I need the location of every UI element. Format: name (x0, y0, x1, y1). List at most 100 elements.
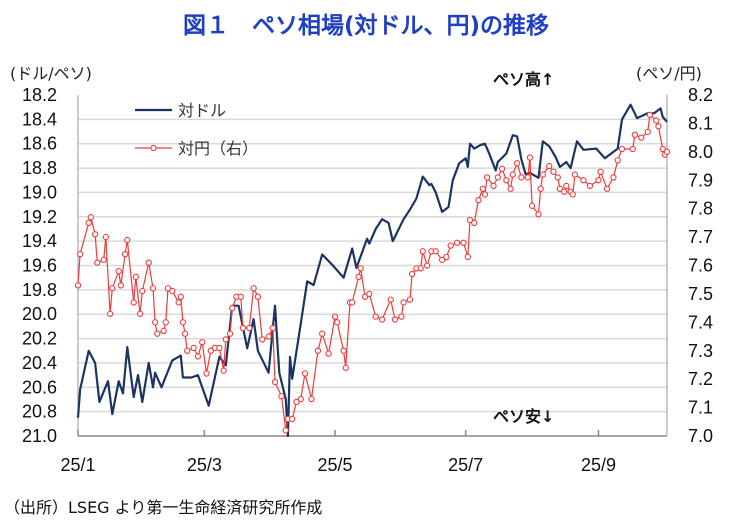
data-point (603, 185, 611, 192)
data-point (509, 171, 516, 178)
right-axis-unit: (ペソ/円) (636, 64, 702, 83)
data-point (631, 131, 639, 138)
data-point (342, 364, 349, 371)
data-point (226, 330, 234, 337)
data-point (151, 319, 159, 326)
data-point (106, 310, 114, 317)
left-tick-label: 20.8 (22, 402, 57, 422)
data-point (109, 285, 116, 292)
data-point (340, 347, 347, 354)
left-tick-label: 20.2 (22, 329, 57, 349)
data-point (466, 216, 474, 224)
data-point (181, 330, 189, 337)
right-tick-label: 8.2 (688, 85, 713, 105)
data-point (438, 256, 446, 263)
left-tick-label: 18.2 (22, 85, 57, 105)
right-tick-label: 7.6 (688, 256, 713, 276)
data-point (546, 162, 553, 170)
data-point (535, 211, 542, 218)
data-point (653, 117, 660, 124)
data-point (366, 290, 373, 298)
right-tick-label: 7.0 (688, 426, 713, 446)
left-tick-label: 20.0 (22, 304, 57, 324)
left-tick-label: 18.6 (22, 134, 57, 154)
data-point (289, 415, 296, 423)
data-point (526, 154, 534, 161)
data-point (297, 395, 304, 403)
data-point (190, 344, 197, 352)
data-point (160, 327, 167, 335)
data-point (539, 171, 546, 178)
left-tick-label: 20.6 (22, 377, 57, 397)
data-point (561, 188, 568, 195)
data-point (301, 370, 309, 377)
data-point (179, 319, 187, 326)
data-point (271, 378, 279, 386)
left-tick-label: 19.0 (22, 182, 57, 202)
data-point (569, 191, 576, 198)
data-point (494, 174, 501, 181)
data-point (524, 174, 531, 181)
data-point (361, 293, 369, 300)
data-point (132, 273, 139, 281)
data-point (278, 393, 285, 400)
data-point (432, 248, 439, 255)
data-point (610, 174, 617, 181)
right-tick-label: 8.1 (688, 113, 713, 133)
data-point (331, 313, 339, 320)
data-point (102, 233, 109, 241)
data-point (378, 316, 386, 323)
data-point (503, 177, 510, 184)
data-point (91, 231, 99, 238)
data-point (250, 285, 257, 292)
data-point (475, 196, 482, 204)
data-point (177, 293, 184, 300)
data-point (417, 265, 424, 272)
data-point (222, 336, 229, 343)
data-point (164, 285, 172, 292)
data-point (528, 202, 536, 209)
data-point (453, 239, 461, 246)
data-point (513, 160, 521, 167)
right-tick-label: 7.2 (688, 369, 713, 389)
data-point (655, 123, 662, 130)
data-point (308, 395, 315, 403)
data-point (563, 182, 570, 190)
data-point (207, 347, 214, 354)
right-tick-label: 7.9 (688, 170, 713, 190)
series-usd (76, 103, 668, 438)
data-point (76, 250, 84, 258)
data-point (618, 145, 626, 153)
x-tick-label: 25/7 (448, 455, 483, 475)
data-point (162, 319, 169, 326)
data-point (507, 185, 514, 192)
data-point (646, 111, 654, 119)
data-point (580, 177, 587, 184)
data-point (154, 330, 161, 337)
data-point (554, 174, 561, 181)
data-point (265, 333, 272, 340)
left-tick-label: 19.4 (22, 231, 57, 251)
data-point (659, 145, 666, 153)
data-point (139, 287, 146, 295)
source-note: （出所）LSEG より第一生命経済研究所作成 (4, 498, 323, 517)
series-line (76, 103, 668, 438)
data-point (597, 168, 604, 175)
data-point (203, 370, 210, 377)
data-point (145, 259, 152, 266)
data-point (100, 256, 107, 263)
right-tick-label: 7.7 (688, 227, 713, 247)
data-point (586, 182, 594, 190)
data-point (483, 174, 491, 181)
data-point (644, 128, 651, 136)
left-axis-unit: (ドル/ペソ) (10, 64, 92, 83)
data-point (175, 299, 182, 306)
left-tick-label: 18.8 (22, 158, 57, 178)
chart-title: 図１ ペソ相場(対ドル、円)の推移 (182, 13, 550, 39)
right-tick-label: 7.8 (688, 199, 713, 219)
legend-label: 対円（右） (178, 139, 258, 158)
data-point (638, 134, 645, 141)
data-point (471, 219, 478, 227)
data-point (481, 191, 489, 198)
data-point (87, 214, 95, 221)
